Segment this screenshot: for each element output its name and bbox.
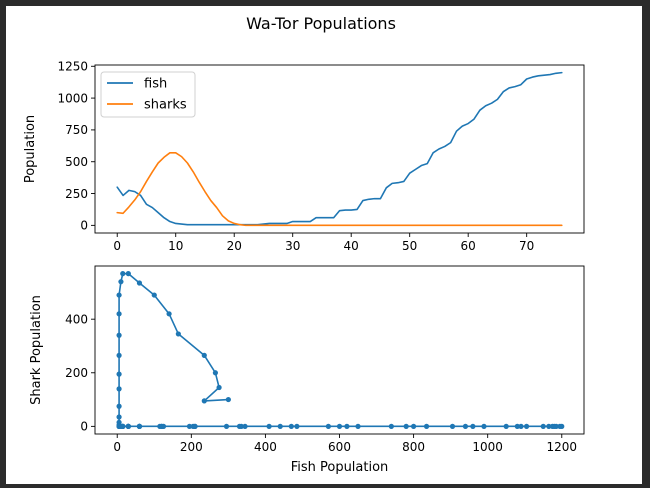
x-tick-label: 0 [113, 440, 121, 454]
x-tick-label: 0 [113, 239, 121, 253]
data-point [120, 271, 126, 277]
data-point [223, 423, 230, 429]
data-point [216, 384, 222, 391]
data-point [277, 423, 283, 429]
y-tick-label: 0 [80, 219, 88, 233]
figure-svg: Wa-Tor Populations 0 10 20 30 40 50 60 70 0 250 50… [23, 14, 585, 475]
x-tick-label: 50 [402, 239, 417, 253]
data-point [518, 423, 524, 429]
y-tick-label: 1000 [57, 91, 88, 105]
x-tick-label: 200 [180, 440, 203, 454]
axes-2: 0 200 400 600 800 1000 1200 0 200 400 Shark Popula… [29, 265, 585, 475]
y-tick-label: 500 [65, 155, 88, 169]
x-tick-label: 400 [254, 440, 277, 454]
data-point [266, 423, 272, 429]
data-point [160, 423, 167, 429]
data-point [470, 423, 476, 429]
data-point [201, 398, 207, 404]
data-point [151, 292, 157, 298]
data-point [242, 423, 248, 429]
data-point [116, 386, 122, 392]
data-point [192, 423, 198, 429]
data-point [212, 370, 218, 376]
data-point [225, 396, 231, 403]
data-point [116, 352, 122, 358]
data-point [201, 352, 207, 358]
series-line-phase [118, 272, 563, 428]
legend-label-sharks: sharks [144, 98, 187, 113]
y-tick-label: 1250 [57, 60, 88, 74]
data-point [166, 311, 172, 317]
data-point [355, 423, 361, 429]
data-point [325, 423, 331, 429]
data-point [136, 423, 143, 429]
data-point [116, 292, 122, 298]
y-tick-label: 0 [80, 420, 88, 434]
x-tick-label: 30 [285, 239, 300, 253]
axes-frame [94, 64, 585, 234]
data-point [336, 423, 343, 429]
x-tick-label: 40 [344, 239, 359, 253]
data-point [514, 423, 520, 429]
y-tick-label: 200 [65, 366, 88, 380]
x-tick-label: 800 [402, 440, 425, 454]
x-axis-label: Fish Population [291, 460, 389, 475]
y-axis-label: Population [23, 115, 38, 183]
data-point [288, 423, 294, 429]
x-tick-label: 600 [328, 440, 351, 454]
data-point [116, 403, 122, 409]
figure-title: Wa-Tor Populations [246, 14, 396, 33]
x-tick-label: 20 [227, 239, 242, 253]
data-point [540, 423, 546, 429]
legend-label-fish: fish [144, 77, 167, 92]
data-point [553, 423, 559, 429]
data-point [116, 332, 122, 338]
x-tick-label: 1200 [546, 440, 577, 454]
data-point [116, 371, 122, 377]
legend: fish sharks [100, 71, 196, 118]
data-point [118, 279, 124, 285]
series-line-sharks [116, 152, 563, 227]
data-point [175, 331, 181, 337]
data-point [523, 423, 530, 429]
y-axis-label: Shark Population [29, 295, 44, 405]
data-point [125, 423, 131, 429]
y-tick-label: 400 [65, 312, 88, 326]
x-tick-label: 70 [519, 239, 534, 253]
data-point [116, 311, 122, 317]
data-point [462, 423, 469, 429]
y-tick-label: 250 [65, 187, 88, 201]
data-point [546, 423, 552, 429]
x-tick-label: 60 [461, 239, 476, 253]
data-point [238, 423, 244, 429]
axes-1: 0 10 20 30 40 50 60 70 0 250 500 750 1000 1250 Populat… [23, 60, 585, 253]
data-point [410, 423, 417, 429]
data-point [120, 423, 126, 429]
data-point [344, 423, 350, 429]
figure: Wa-Tor Populations 0 10 20 30 40 50 60 70 0 250 50… [6, 6, 642, 484]
data-point [481, 423, 487, 429]
data-point [186, 423, 193, 429]
data-point [136, 280, 143, 286]
data-point [116, 414, 122, 420]
data-point [403, 423, 409, 429]
x-tick-label: 10 [168, 239, 183, 253]
data-point [294, 423, 300, 429]
series-line-fish [116, 71, 563, 226]
data-point [423, 423, 430, 429]
data-point [503, 423, 509, 429]
axes-frame [94, 265, 585, 435]
data-point [449, 423, 456, 429]
x-tick-label: 1000 [472, 440, 503, 454]
data-point [559, 423, 565, 429]
data-point [388, 423, 394, 429]
data-point [125, 271, 131, 277]
y-tick-label: 750 [65, 123, 88, 137]
